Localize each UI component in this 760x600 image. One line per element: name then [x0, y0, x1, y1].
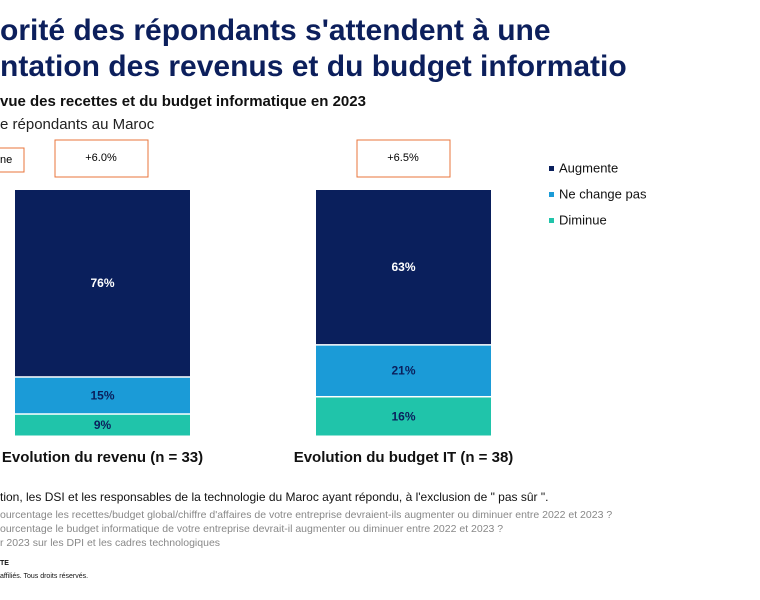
- legend-label: Diminue: [559, 212, 607, 227]
- data-label: 15%: [90, 388, 114, 402]
- x-tick-label: Evolution du budget IT (n = 38): [294, 449, 514, 466]
- footer: TE: [0, 560, 9, 567]
- data-label: 21%: [391, 364, 415, 378]
- legend-swatch: [549, 218, 554, 223]
- bar-segment: [316, 190, 491, 345]
- chart-title: vue des recettes et du budget informatiq…: [0, 93, 366, 110]
- annotation-box: [54, 139, 149, 178]
- title-line: orité des répondants s'attendent à une: [0, 14, 551, 47]
- bar-segment: [316, 345, 491, 396]
- data-label: 16%: [391, 409, 415, 423]
- footnote: r 2023 sur les DPI et les cadres technol…: [0, 537, 220, 549]
- title-line: ntation des revenus et du budget informa…: [0, 50, 627, 83]
- annotation: ne: [0, 154, 12, 166]
- annotation: +6.0%: [85, 152, 117, 164]
- bar-segment: [15, 414, 190, 436]
- footer: affiliés. Tous droits réservés.: [0, 573, 88, 580]
- data-label: 76%: [90, 276, 114, 290]
- bar-segment: [316, 397, 491, 436]
- annotation-box: [0, 147, 25, 173]
- legend-swatch: [549, 192, 554, 197]
- data-label: 63%: [391, 260, 415, 274]
- annotation: +6.5%: [387, 152, 419, 164]
- footnote: ourcentage les recettes/budget global/ch…: [0, 509, 612, 521]
- annotation-box: [356, 139, 451, 178]
- bar-segment: [15, 377, 190, 414]
- footnote: ourcentage le budget informatique de vot…: [0, 523, 503, 535]
- legend-swatch: [549, 166, 554, 171]
- bar-segment: [15, 190, 190, 377]
- chart-subtitle: e répondants au Maroc: [0, 116, 155, 133]
- x-tick-label: Evolution du revenu (n = 33): [2, 449, 203, 466]
- data-label: 9%: [94, 418, 112, 432]
- footnote: tion, les DSI et les responsables de la …: [0, 490, 548, 504]
- legend-label: Ne change pas: [559, 186, 647, 201]
- legend-label: Augmente: [559, 160, 618, 175]
